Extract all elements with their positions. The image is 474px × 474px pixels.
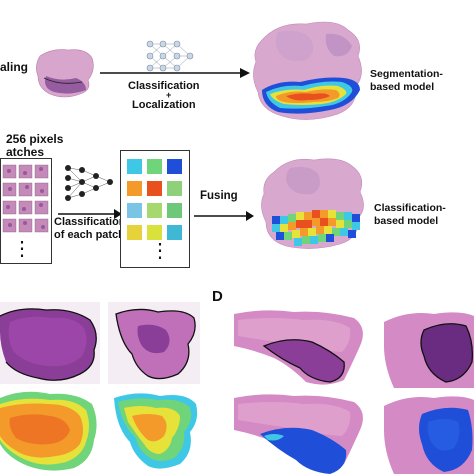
step1-label-line2: Localization — [132, 99, 196, 111]
arrow-to-segmentation — [100, 66, 250, 80]
panel-c-tissue-1 — [0, 302, 100, 384]
step2-label-line1: Classification — [54, 216, 126, 228]
panel-c-heatmap-2 — [108, 388, 200, 472]
scores-vertical-dots: ⋮ — [150, 240, 170, 262]
result2-label-line2: based model — [374, 215, 439, 227]
step1-label-line1: Classification — [128, 80, 200, 92]
panel-d-heatmap-2 — [384, 392, 474, 474]
neural-network-icon-top — [145, 38, 195, 74]
segmentation-result-image — [248, 16, 368, 124]
patches-grid — [0, 158, 52, 264]
panel-d-tissue-2 — [384, 306, 474, 388]
arrow-to-patch-scores — [58, 208, 122, 220]
step2-label-line2: of each patch — [54, 229, 125, 241]
patch-score-grid — [120, 150, 190, 268]
classification-result-image — [254, 150, 372, 254]
step1-label-plus: + — [166, 90, 172, 100]
scaling-label-fragment: aling — [0, 60, 29, 74]
panel-d-tissue-1 — [234, 306, 374, 388]
panel-d-heatmap-1 — [234, 392, 374, 474]
fusing-label: Fusing — [200, 190, 238, 202]
patches-label-fragment: atches — [6, 145, 45, 159]
panel-c-tissue-2 — [108, 302, 200, 384]
panel-c-heatmap-1 — [0, 388, 100, 472]
arrow-fusing — [194, 210, 254, 222]
slide-thumbnail-top — [30, 42, 100, 102]
pixels-label-fragment: 256 pixels — [6, 132, 64, 146]
patches-vertical-dots: ⋮ — [12, 238, 32, 260]
result2-label-line1: Classification- — [374, 202, 446, 214]
neural-network-icon-middle — [62, 160, 116, 210]
result1-label-line1: Segmentation- — [370, 68, 443, 80]
result1-label-line2: based model — [370, 81, 435, 93]
panel-d-label: D — [212, 288, 223, 305]
